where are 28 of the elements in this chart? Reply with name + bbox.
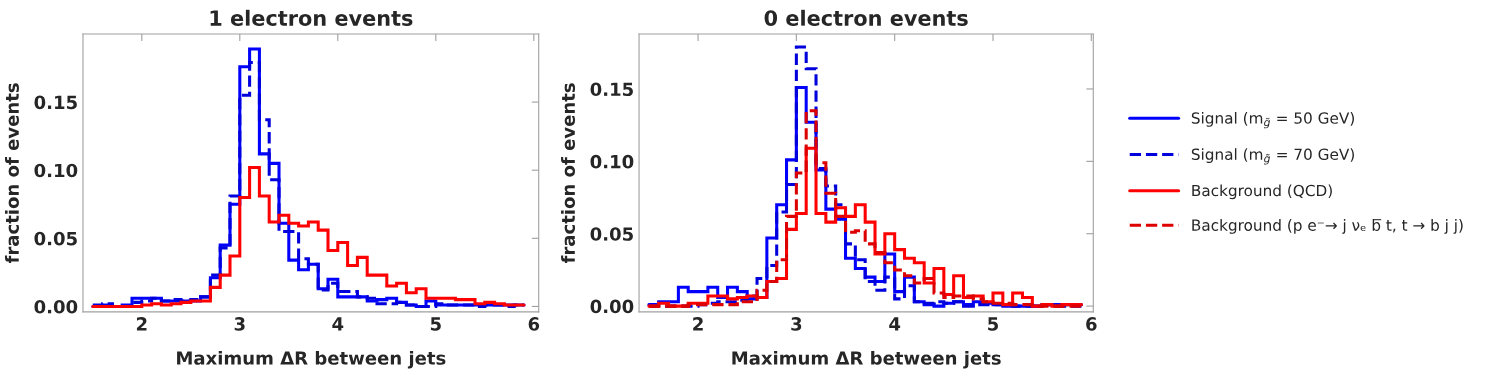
x-axis-title: Maximum ΔR between jets [732,350,1001,369]
chart-title: 0 electron events [764,9,968,26]
y-tick-label: 0.10 [590,154,634,169]
y-tick-label: 0.05 [590,227,633,241]
legend-label: Background (QCD) [1192,184,1332,200]
y-tick-label: 0.10 [34,163,78,178]
y-tick-label: 0.15 [590,82,633,97]
y-axis-title: fraction of events [561,83,576,264]
x-tick-label: 2 [136,317,147,331]
x-tick-label: 4 [332,317,344,331]
x-tick-label: 6 [1086,317,1097,331]
x-axis-title: Maximum ΔR between jets [177,350,446,369]
x-tick-label: 5 [430,317,441,331]
chart-title: 1 electron events [210,9,413,26]
y-tick-label: 0.15 [34,95,77,110]
x-tick-label: 3 [234,317,245,331]
y-axis-title: fraction of events [5,83,19,264]
y-tick-label: 0.05 [34,231,77,246]
x-tick-label: 5 [988,317,999,331]
legend-label: Background (p e⁻→ j νₑ b̅ t, t → b j j) [1192,219,1463,234]
legend-label: Signal (m$_{g̃}$ = 50 GeV) [1191,112,1354,129]
legend-label: Signal (m$_{g̃}$ = 70 GeV) [1191,148,1354,165]
x-tick-label: 3 [791,317,802,331]
x-tick-label: 4 [889,317,901,331]
y-tick-label: 0.00 [590,299,634,314]
x-tick-label: 6 [528,317,540,331]
y-tick-label: 0.00 [34,299,78,314]
x-tick-label: 2 [693,317,703,331]
